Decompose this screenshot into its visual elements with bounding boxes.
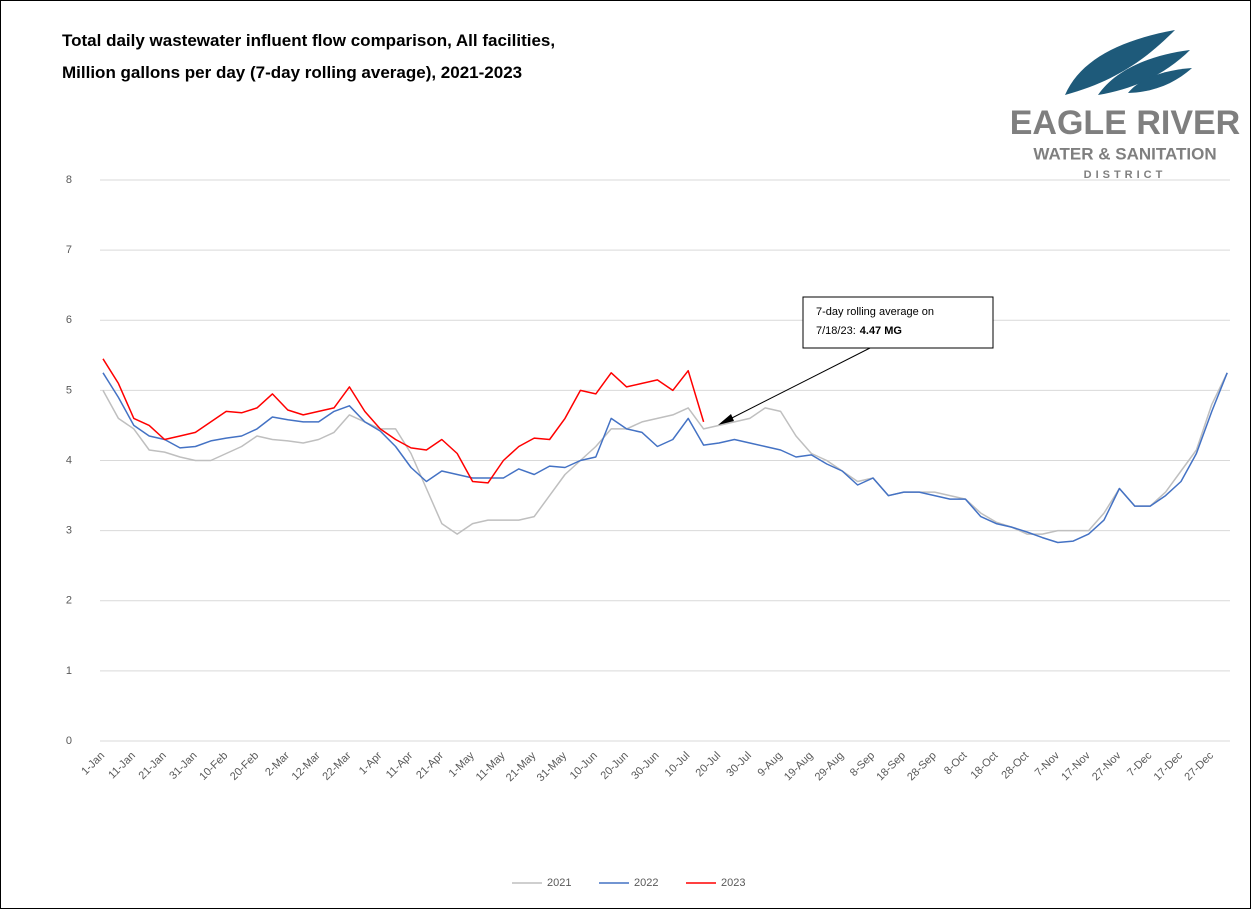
annotation-arrowhead xyxy=(718,414,734,425)
annotation-text: 7-day rolling average on xyxy=(816,306,934,318)
series-line xyxy=(102,372,1228,535)
annotation-box xyxy=(802,296,994,349)
logo-wing xyxy=(1065,30,1175,95)
y-tick-label: 2 xyxy=(66,595,72,607)
logo-kind: DISTRICT xyxy=(1084,169,1167,181)
annotation-text: 7/18/23: xyxy=(816,325,856,337)
logo: EAGLE RIVER WATER & SANITATION DISTRICT xyxy=(1005,22,1245,184)
logo-sub: WATER & SANITATION xyxy=(1033,144,1216,163)
legend-label: 2023 xyxy=(721,877,745,889)
annotation-arrow xyxy=(723,347,871,423)
y-tick-label: 8 xyxy=(66,174,72,186)
y-tick-label: 7 xyxy=(66,244,72,256)
y-tick-label: 1 xyxy=(66,665,72,677)
y-tick-label: 6 xyxy=(66,314,72,326)
series-line xyxy=(102,372,1228,544)
y-tick-label: 5 xyxy=(66,384,72,396)
legend-label: 2022 xyxy=(634,877,658,889)
y-tick-label: 0 xyxy=(66,735,72,747)
chart-title: Million gallons per day (7-day rolling a… xyxy=(62,63,522,82)
logo-wing xyxy=(1128,68,1192,93)
chart-title: Total daily wastewater influent flow com… xyxy=(62,31,555,50)
legend-label: 2021 xyxy=(547,877,571,889)
annotation-value: 4.47 MG xyxy=(860,325,902,337)
y-tick-label: 3 xyxy=(66,525,72,537)
series-line xyxy=(102,358,705,484)
logo-name: EAGLE RIVER xyxy=(1010,104,1240,142)
logo-wing xyxy=(1098,50,1190,95)
y-tick-label: 4 xyxy=(66,454,72,466)
